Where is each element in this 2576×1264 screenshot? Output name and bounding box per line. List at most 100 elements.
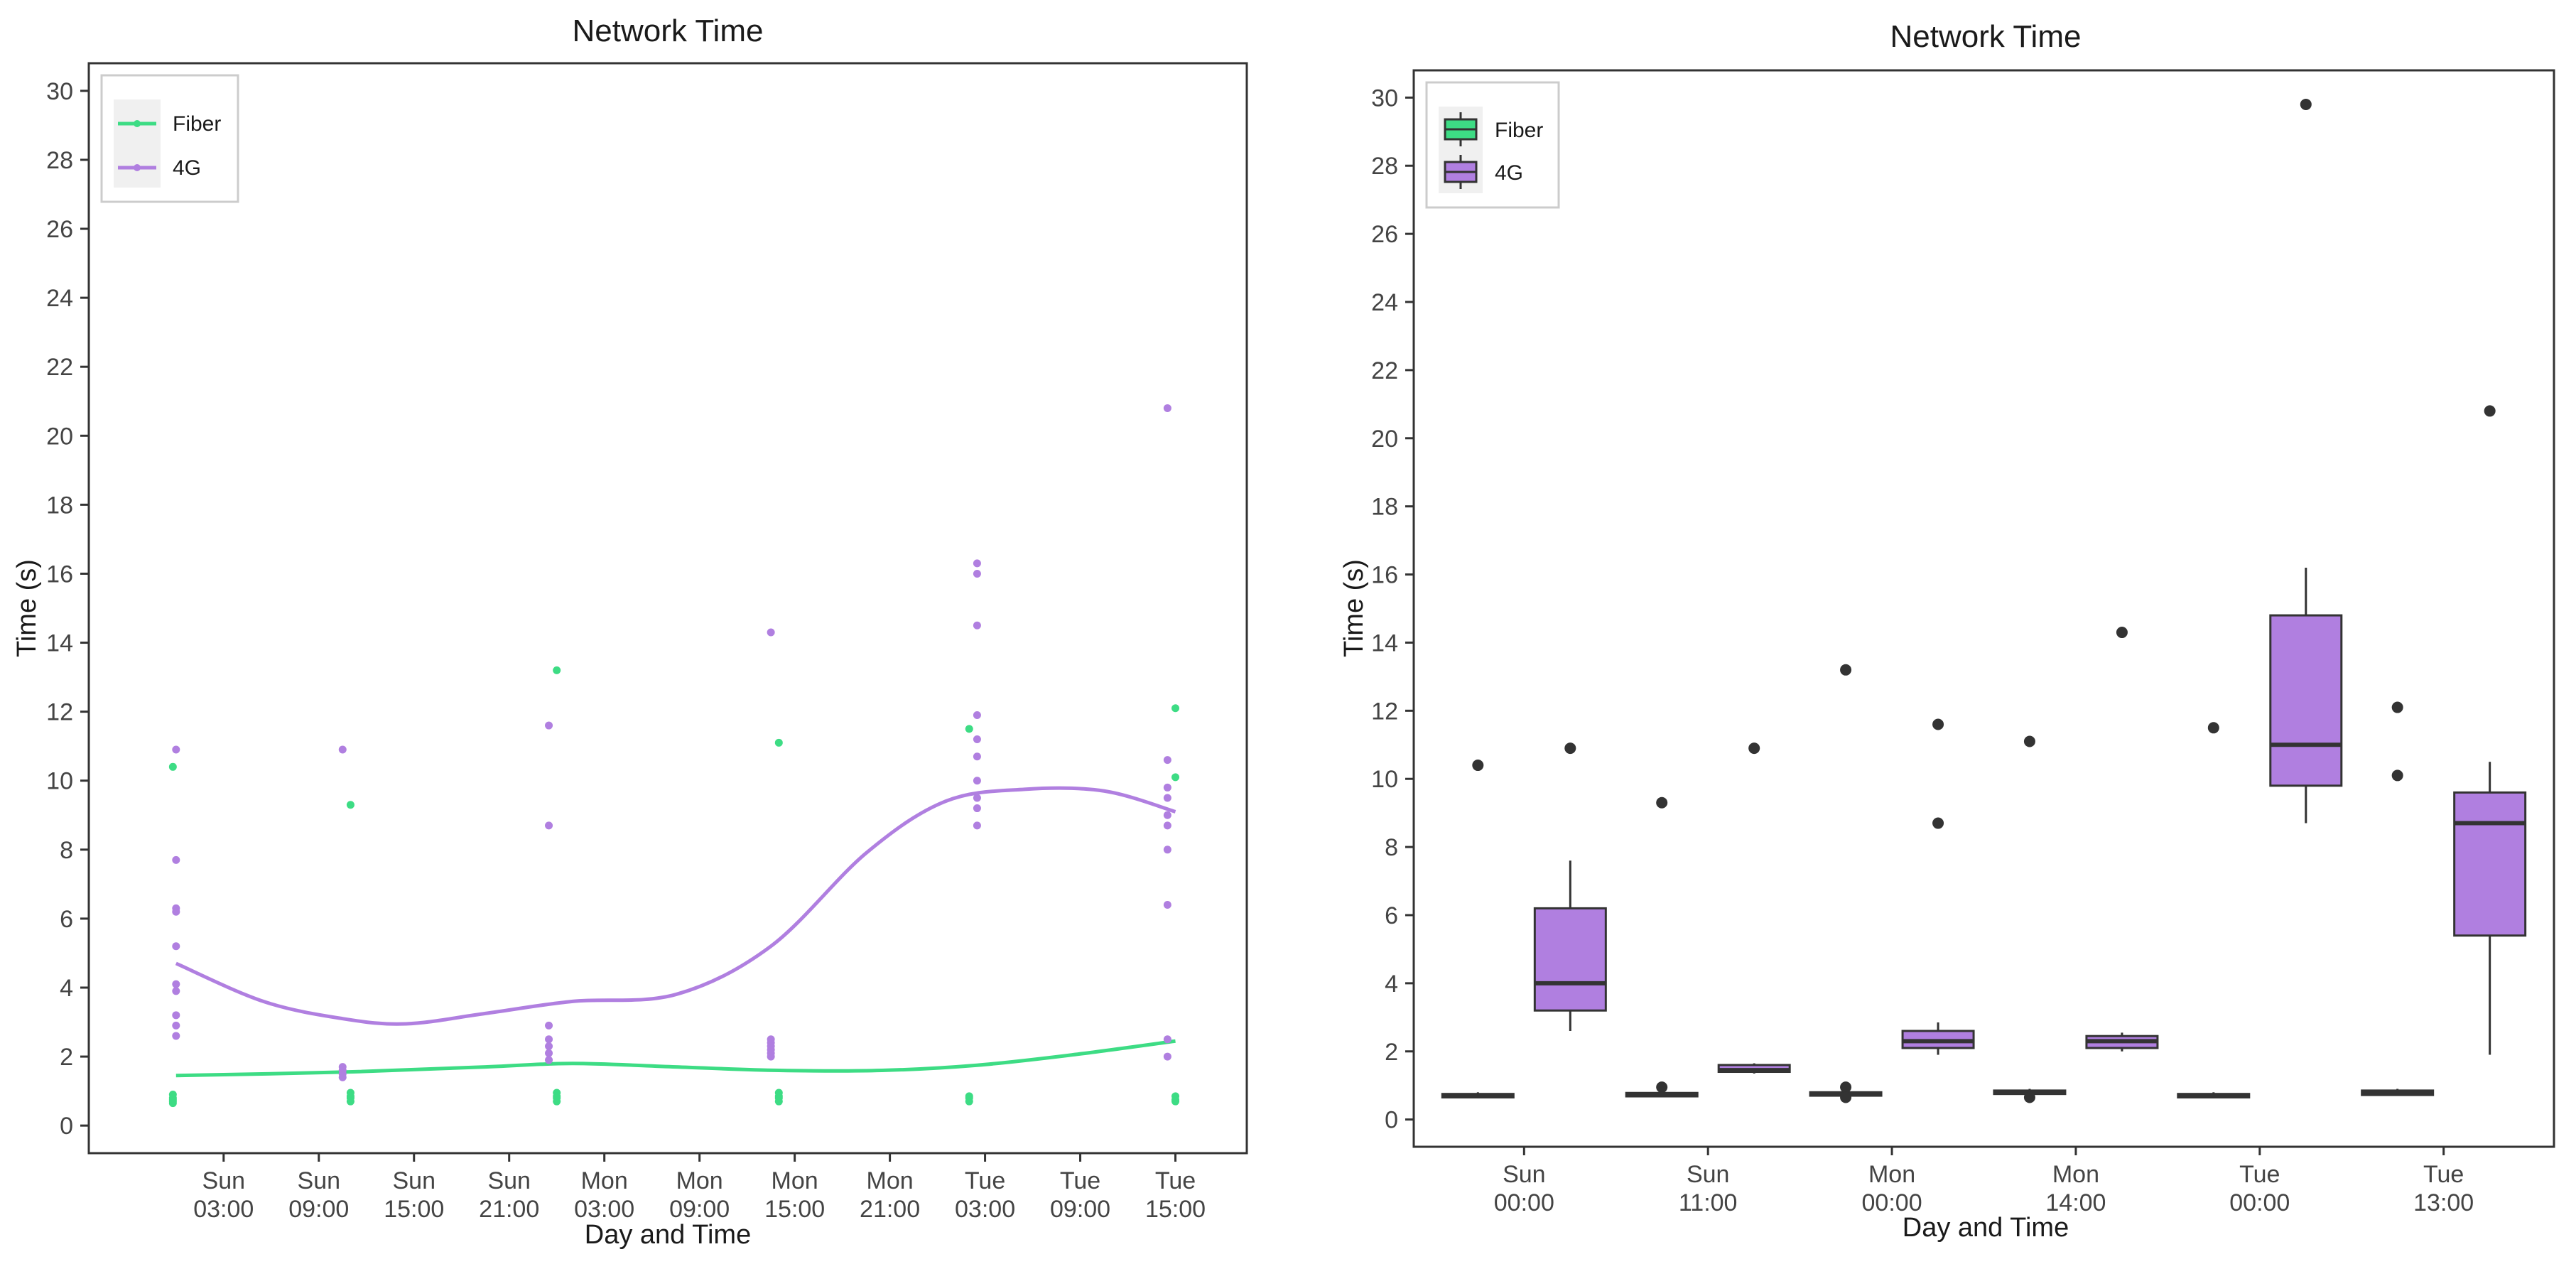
legend-key-fiber-point: [134, 120, 141, 127]
y-tick-label: 22: [46, 354, 73, 381]
x-axis-title: Day and Time: [1903, 1213, 2069, 1243]
x-tick-day: Sun: [202, 1167, 246, 1194]
x-tick-day: Mon: [772, 1167, 818, 1194]
x-tick-day: Sun: [392, 1167, 435, 1194]
chart-title: Network Time: [1890, 19, 2082, 54]
data-point-fiber: [774, 738, 783, 747]
data-point-4g: [172, 745, 180, 754]
x-tick-time: 03:00: [574, 1196, 634, 1223]
y-tick-label: 30: [46, 78, 73, 105]
data-point-4g: [172, 942, 180, 951]
outlier-fiber: [1472, 760, 1484, 772]
data-point-4g: [1163, 783, 1171, 792]
data-point-4g: [172, 1032, 180, 1040]
data-point-4g: [1163, 846, 1171, 854]
data-point-4g: [973, 621, 981, 630]
chart-title: Network Time: [573, 13, 764, 48]
y-tick-label: 24: [1371, 289, 1398, 316]
data-point-4g: [1163, 900, 1171, 909]
x-axis-ticks: Sun03:00Sun09:00Sun15:00Sun21:00Mon03:00…: [193, 1153, 1206, 1223]
data-point-fiber: [1171, 1097, 1180, 1106]
data-point-4g: [1163, 811, 1171, 819]
x-tick-time: 00:00: [2229, 1189, 2290, 1216]
outlier-fiber: [1656, 1081, 1668, 1093]
legend-key-4g-point: [134, 164, 141, 171]
y-tick-label: 2: [1385, 1039, 1398, 1066]
box-4g: [1533, 907, 1607, 1012]
x-tick-time: 14:00: [2045, 1189, 2106, 1216]
x-tick-time: 21:00: [479, 1196, 539, 1223]
y-tick-label: 0: [1385, 1107, 1398, 1134]
legend-label-fiber: Fiber: [173, 112, 221, 136]
x-tick-day: Tue: [1060, 1167, 1100, 1194]
y-tick-label: 12: [1371, 698, 1398, 725]
x-tick-day: Sun: [298, 1167, 341, 1194]
data-point-4g: [172, 907, 180, 916]
y-tick-label: 6: [1385, 902, 1398, 929]
data-point-fiber: [168, 1099, 177, 1108]
x-tick-time: 15:00: [384, 1196, 444, 1223]
outlier-4g: [2300, 98, 2312, 110]
outlier-4g: [2116, 627, 2128, 639]
x-tick-time: 00:00: [1494, 1189, 1554, 1216]
x-tick-day: Sun: [487, 1167, 531, 1194]
x-tick-time: 15:00: [1145, 1196, 1206, 1223]
data-point-4g: [767, 628, 775, 637]
x-tick-day: Sun: [1503, 1161, 1546, 1188]
data-point-4g: [545, 1049, 553, 1057]
data-point-fiber: [346, 1097, 355, 1106]
y-tick-label: 20: [46, 423, 73, 450]
x-tick-time: 21:00: [860, 1196, 920, 1223]
legend-key-background: [114, 99, 161, 188]
data-point-4g: [1163, 1035, 1171, 1044]
outlier-4g: [1564, 742, 1576, 755]
y-tick-label: 4: [60, 975, 73, 1002]
data-point-4g: [172, 1021, 180, 1030]
y-tick-label: 16: [1371, 562, 1398, 589]
data-point-4g: [973, 804, 981, 813]
data-point-4g: [1163, 1052, 1171, 1061]
x-tick-time: 09:00: [669, 1196, 730, 1223]
y-tick-label: 10: [1371, 766, 1398, 793]
data-point-fiber: [553, 666, 561, 674]
y-tick-label: 24: [46, 285, 73, 312]
y-axis-title: Time (s): [12, 559, 42, 657]
y-tick-label: 14: [46, 630, 73, 657]
y-tick-label: 28: [46, 147, 73, 174]
data-point-4g: [172, 987, 180, 995]
plot-panel: [87, 62, 1248, 1155]
outlier-fiber: [2023, 735, 2035, 747]
x-tick-day: Tue: [965, 1167, 1005, 1194]
legend-label-4g: 4G: [1495, 161, 1523, 185]
legend-label-4g: 4G: [173, 156, 201, 180]
data-point-fiber: [346, 801, 355, 809]
y-tick-label: 16: [46, 561, 73, 588]
data-point-4g: [973, 821, 981, 830]
x-axis-ticks: Sun00:00Sun11:00Mon00:00Mon14:00Tue00:00…: [1494, 1147, 2474, 1216]
x-tick-day: Tue: [2239, 1161, 2280, 1188]
x-tick-day: Mon: [867, 1167, 914, 1194]
data-point-4g: [545, 1035, 553, 1044]
outlier-fiber: [2391, 701, 2403, 713]
data-point-4g: [1163, 821, 1171, 830]
series-layer: [168, 404, 1180, 1108]
box-chart: Network Time Day and Time Time (s) 02468…: [1339, 19, 2555, 1243]
legend: Fiber 4G: [1425, 81, 1560, 209]
outlier-4g: [1748, 742, 1760, 755]
x-tick-day: Sun: [1687, 1161, 1730, 1188]
plot-panel: [1412, 69, 2555, 1148]
x-tick-time: 03:00: [955, 1196, 1015, 1223]
x-tick-time: 09:00: [1050, 1196, 1110, 1223]
data-point-4g: [545, 1056, 553, 1064]
y-tick-label: 4: [1385, 971, 1398, 998]
data-point-4g: [973, 752, 981, 761]
x-tick-time: 11:00: [1679, 1189, 1738, 1216]
data-point-fiber: [1171, 773, 1180, 782]
data-point-4g: [172, 1011, 180, 1020]
data-point-fiber: [965, 1097, 973, 1106]
data-point-fiber: [553, 1097, 561, 1106]
y-axis-title: Time (s): [1339, 559, 1369, 657]
data-point-4g: [545, 821, 553, 830]
x-tick-day: Tue: [1155, 1167, 1196, 1194]
